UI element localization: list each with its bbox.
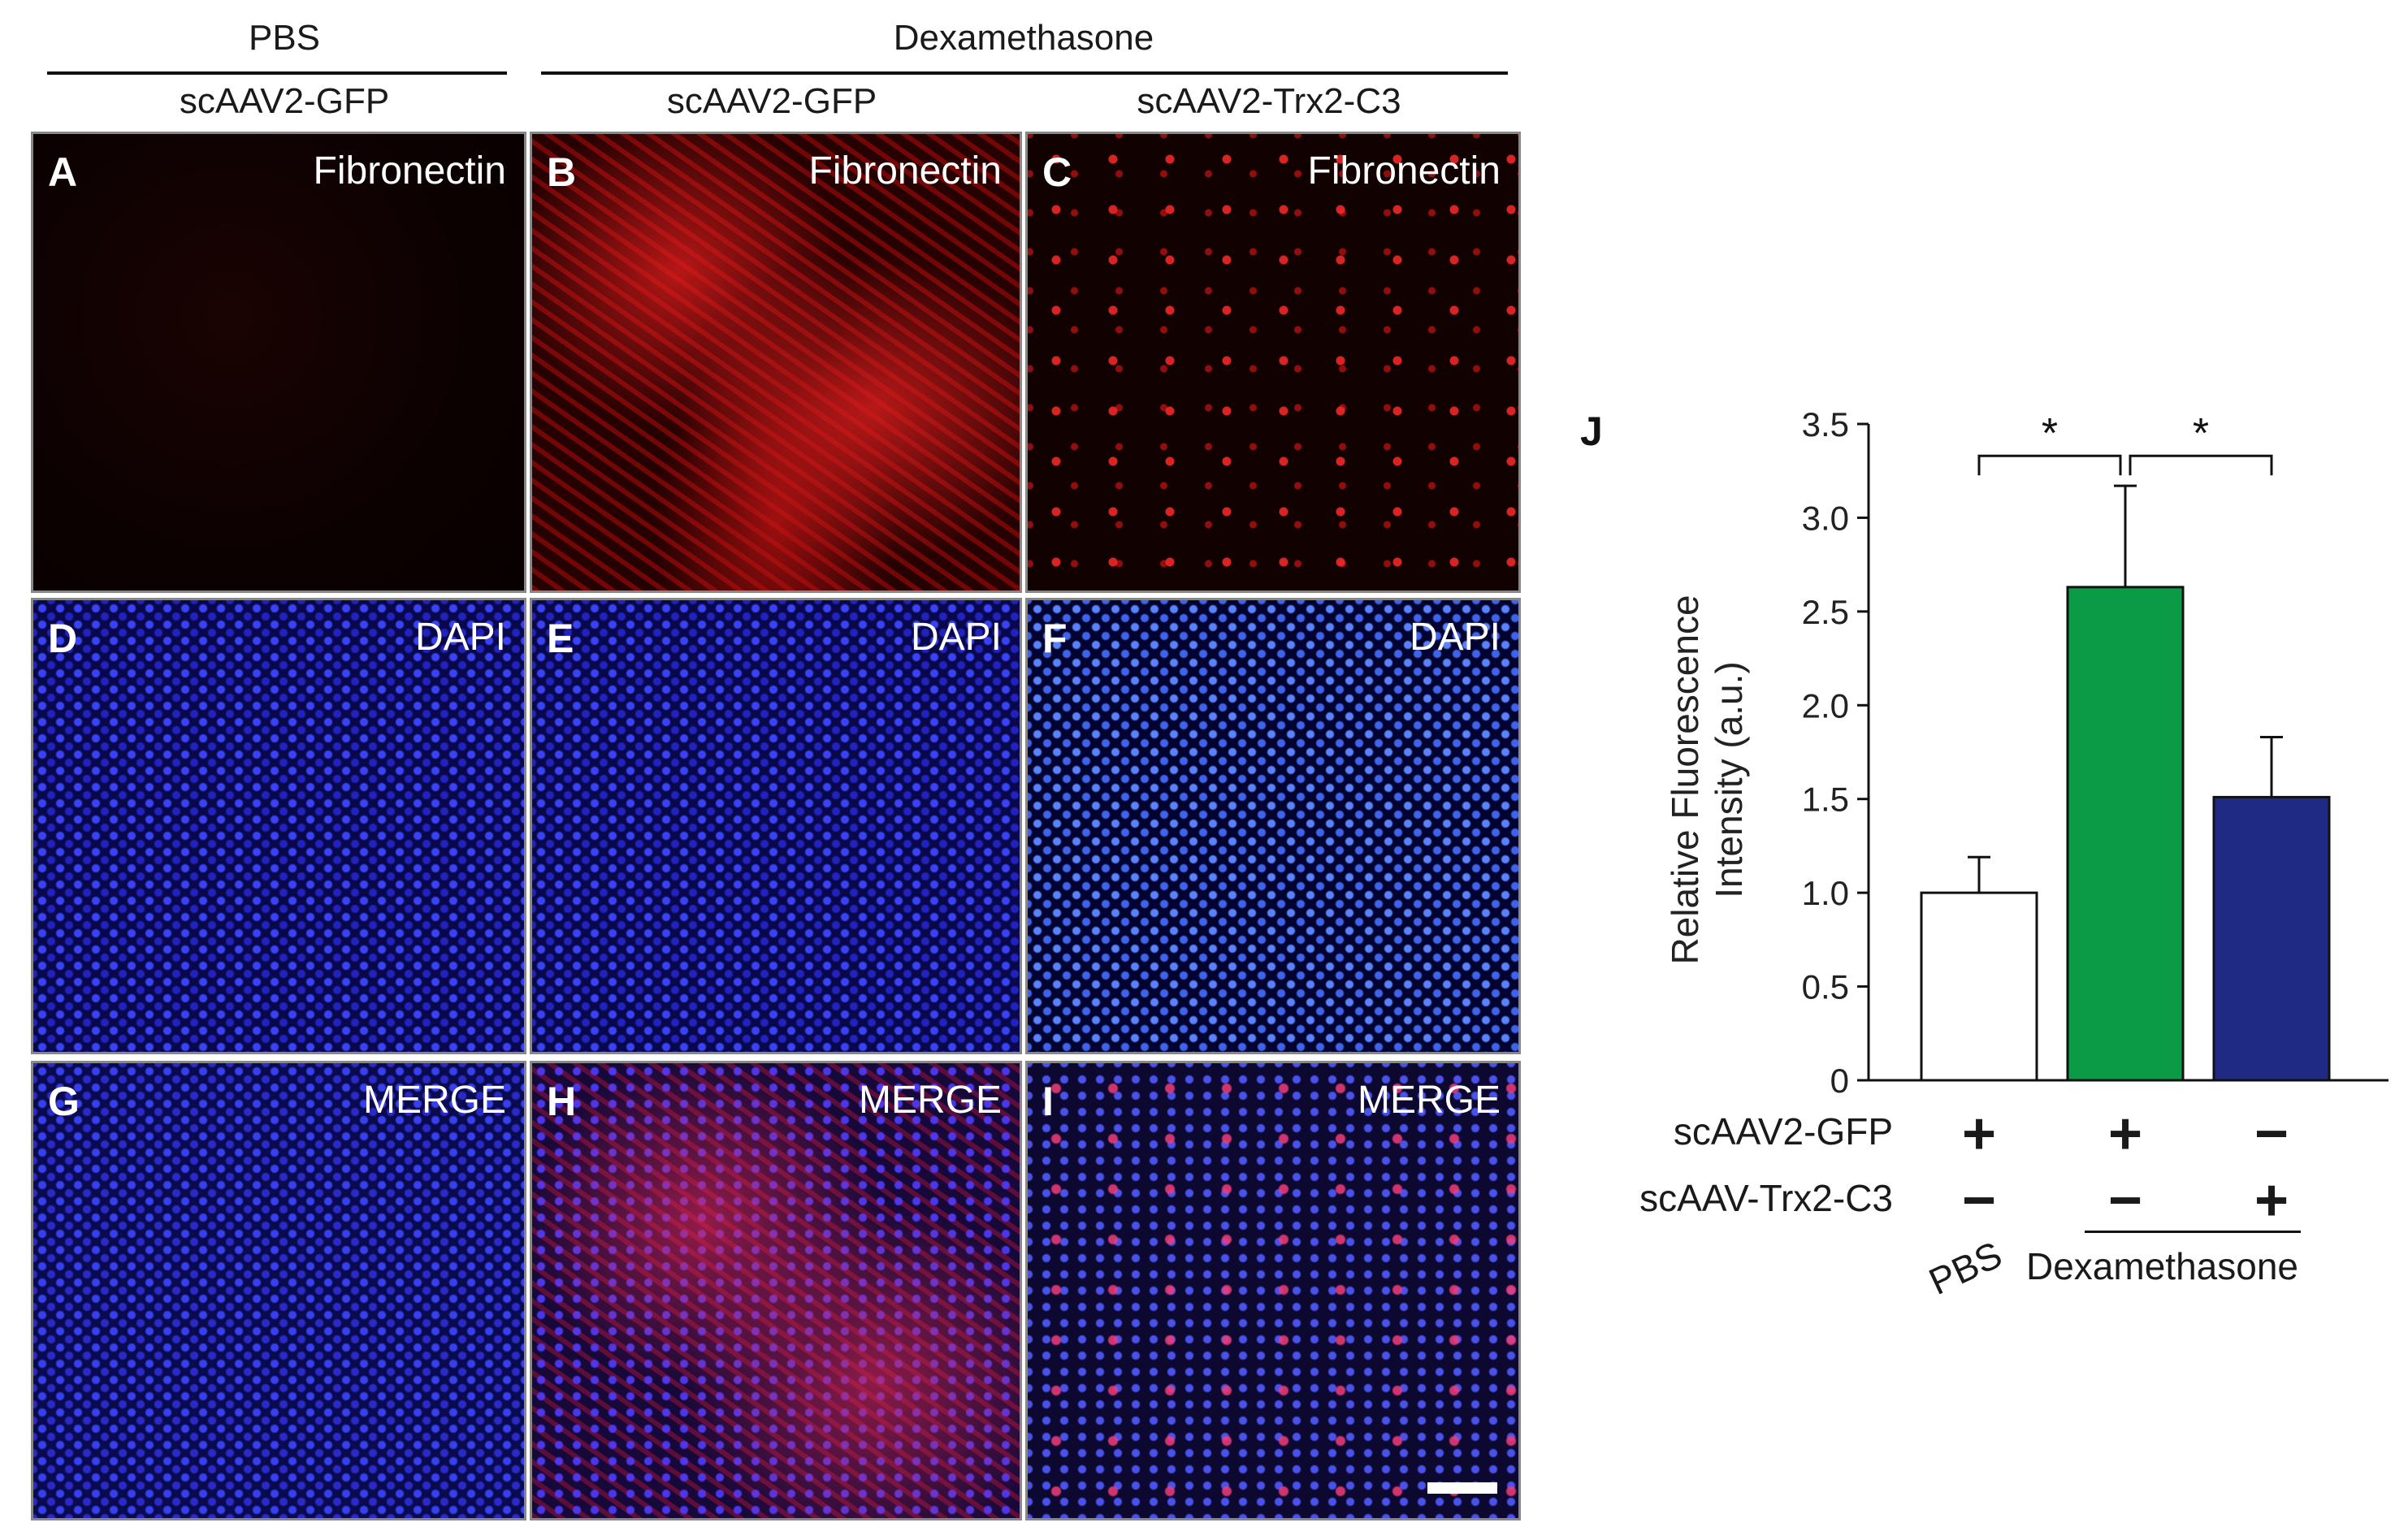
dex-group-rule bbox=[2085, 1231, 2301, 1233]
significance-star: * bbox=[2042, 410, 2058, 457]
panel-label: MERGE bbox=[858, 1079, 1002, 1122]
panel-label: DAPI bbox=[1409, 616, 1501, 659]
bar bbox=[2066, 586, 2185, 1082]
panel-label: Fibronectin bbox=[808, 149, 1002, 192]
symbol-r1-c1: + bbox=[1961, 1101, 1997, 1166]
y-tick-label: 0 bbox=[1830, 1062, 1849, 1100]
panel-b-fibronectin: B Fibronectin bbox=[530, 132, 1022, 593]
y-axis-label-line2: Intensity (a.u.) bbox=[1708, 661, 1750, 898]
panel-letter: G bbox=[48, 1079, 80, 1124]
panel-d-dapi: D DAPI bbox=[31, 598, 526, 1054]
panel-letter: H bbox=[547, 1079, 577, 1124]
bar bbox=[2212, 795, 2331, 1082]
y-tick-label: 2.5 bbox=[1802, 593, 1849, 631]
group-label-pbs: PBS bbox=[1922, 1233, 2008, 1304]
symbol-r1-c2: + bbox=[2107, 1101, 2143, 1166]
y-tick-label: 3.0 bbox=[1802, 499, 1849, 537]
panel-h-merge: H MERGE bbox=[530, 1061, 1022, 1521]
panel-letter: I bbox=[1042, 1079, 1054, 1124]
header-dexamethasone: Dexamethasone bbox=[893, 18, 1154, 58]
group-label-dexamethasone: Dexamethasone bbox=[2026, 1245, 2298, 1287]
y-tick-label: 1.0 bbox=[1802, 874, 1849, 912]
header-pbs-rule bbox=[47, 71, 507, 75]
header-col1: scAAV2-GFP bbox=[179, 81, 390, 121]
panel-g-merge: G MERGE bbox=[31, 1061, 526, 1521]
bar bbox=[1920, 891, 2038, 1082]
header-dex-rule bbox=[541, 71, 1508, 75]
significance-bracket bbox=[2129, 454, 2273, 476]
symbol-r2-c2: − bbox=[2107, 1168, 2143, 1233]
panel-label: Fibronectin bbox=[313, 149, 506, 192]
y-axis-label-line1: Relative Fluorescence bbox=[1664, 595, 1706, 964]
panel-label: Fibronectin bbox=[1307, 149, 1501, 192]
panel-label: DAPI bbox=[910, 616, 1002, 659]
significance-bracket bbox=[1977, 454, 2122, 476]
significance-star: * bbox=[2193, 410, 2209, 457]
row-label-scaav2-gfp: scAAV2-GFP bbox=[1673, 1110, 1893, 1153]
panel-i-merge: I MERGE bbox=[1025, 1061, 1521, 1521]
panel-a-fibronectin: A Fibronectin bbox=[31, 132, 526, 593]
header-col3: scAAV2-Trx2-C3 bbox=[1137, 81, 1401, 121]
row-label-scaav-trx2-c3: scAAV-Trx2-C3 bbox=[1639, 1177, 1893, 1219]
panel-letter: D bbox=[48, 616, 78, 661]
panel-letter: F bbox=[1042, 616, 1068, 661]
panel-e-dapi: E DAPI bbox=[530, 598, 1022, 1054]
panel-letter: C bbox=[1042, 149, 1072, 195]
y-tick-label: 2.0 bbox=[1802, 686, 1849, 725]
y-tick-label: 3.5 bbox=[1802, 405, 1849, 443]
panel-letter: B bbox=[547, 149, 577, 195]
panel-letter: A bbox=[48, 149, 78, 195]
symbol-r2-c3: + bbox=[2254, 1168, 2289, 1233]
panel-c-fibronectin: C Fibronectin bbox=[1025, 132, 1521, 593]
panel-label: DAPI bbox=[414, 616, 506, 659]
header-pbs: PBS bbox=[248, 18, 321, 58]
symbol-r2-c1: − bbox=[1961, 1168, 1997, 1233]
y-tick-label: 1.5 bbox=[1802, 781, 1849, 819]
chart-panel-letter: J bbox=[1580, 409, 1603, 454]
panel-letter: E bbox=[547, 616, 574, 661]
y-tick-label: 0.5 bbox=[1802, 968, 1849, 1006]
symbol-r1-c3: − bbox=[2254, 1101, 2289, 1166]
header-col2: scAAV2-GFP bbox=[666, 81, 877, 121]
panel-label: MERGE bbox=[1357, 1079, 1501, 1122]
panel-label: MERGE bbox=[362, 1079, 506, 1122]
scale-bar bbox=[1427, 1482, 1497, 1494]
panel-f-dapi: F DAPI bbox=[1025, 598, 1521, 1054]
